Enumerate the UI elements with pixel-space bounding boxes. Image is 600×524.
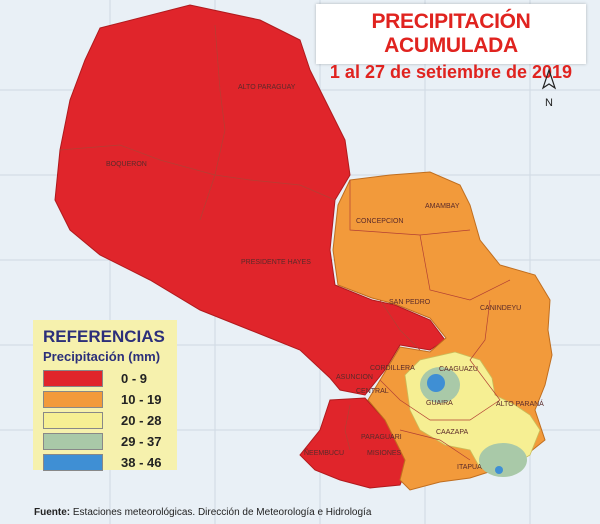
zone-38-46-caaguazu (427, 374, 445, 392)
zone-29-37-itapua (479, 443, 527, 477)
dept-label-canindeyu: CANINDEYU (480, 305, 522, 312)
dept-label-central: CENTRAL (356, 388, 389, 395)
legend-label: 29 - 37 (121, 434, 162, 449)
dept-label-amambay: AMAMBAY (425, 203, 460, 210)
map-title: PRECIPITACIÓN ACUMULADA (371, 10, 531, 57)
dept-label-presidente-hayes: PRESIDENTE HAYES (241, 259, 311, 266)
legend-swatch (43, 433, 103, 450)
legend-item: 0 - 9 (43, 368, 177, 389)
source-note: Fuente: Estaciones meteorológicas. Direc… (34, 507, 371, 518)
dept-label-concepcion: CONCEPCION (356, 218, 404, 225)
zone-38-46-itapua (495, 466, 503, 474)
legend-label: 20 - 28 (121, 413, 162, 428)
map-title-box: PRECIPITACIÓN ACUMULADA 1 al 27 de setie… (316, 4, 586, 82)
dept-label-itapua: ITAPUA (457, 464, 482, 471)
dept-label-caaguazu: CAAGUAZU (439, 366, 478, 373)
dept-label-asuncion: ASUNCION (336, 374, 373, 381)
legend-label: 10 - 19 (121, 392, 162, 407)
legend-swatch (43, 412, 103, 429)
north-arrow-icon: N (541, 68, 557, 109)
dept-label-boqueron: BOQUERON (106, 161, 147, 168)
dept-label-san-pedro: SAN PEDRO (389, 299, 431, 306)
legend-swatch (43, 391, 103, 408)
dept-label-neembucu: ÑEEMBUCU (304, 450, 345, 457)
dept-label-cordillera: CORDILLERA (370, 365, 415, 372)
legend: REFERENCIAS Precipitación (mm) 0 - 9 10 … (33, 320, 177, 473)
legend-label: 38 - 46 (121, 455, 162, 470)
dept-label-guaira: GUAIRA (426, 400, 453, 407)
department-borders (59, 24, 511, 461)
dept-label-misiones: MISIONES (367, 450, 402, 457)
legend-label: 0 - 9 (121, 371, 148, 386)
legend-subtitle: Precipitación (mm) (43, 349, 161, 364)
legend-swatch (43, 370, 103, 387)
dept-label-paraguari: PARAGUARI (361, 434, 402, 441)
legend-swatch (43, 454, 103, 471)
dept-label-alto-parana: ALTO PARANÁ (496, 401, 544, 408)
legend-item: 10 - 19 (43, 389, 177, 410)
dept-label-caazapa: CAAZAPA (436, 429, 469, 436)
map-date-range: 1 al 27 de setiembre de 2019 (329, 62, 573, 82)
dept-label-alto-paraguay: ALTO PARAGUAY (238, 84, 296, 91)
legend-item: 38 - 46 (43, 452, 177, 473)
zone-0-9-chaco (54, 4, 446, 396)
source-text: Estaciones meteorológicas. Dirección de … (70, 507, 372, 518)
north-label: N (545, 97, 553, 109)
legend-item: 20 - 28 (43, 410, 177, 431)
legend-item: 29 - 37 (43, 431, 177, 452)
legend-title: REFERENCIAS (43, 327, 165, 346)
source-label: Fuente: (34, 507, 71, 518)
